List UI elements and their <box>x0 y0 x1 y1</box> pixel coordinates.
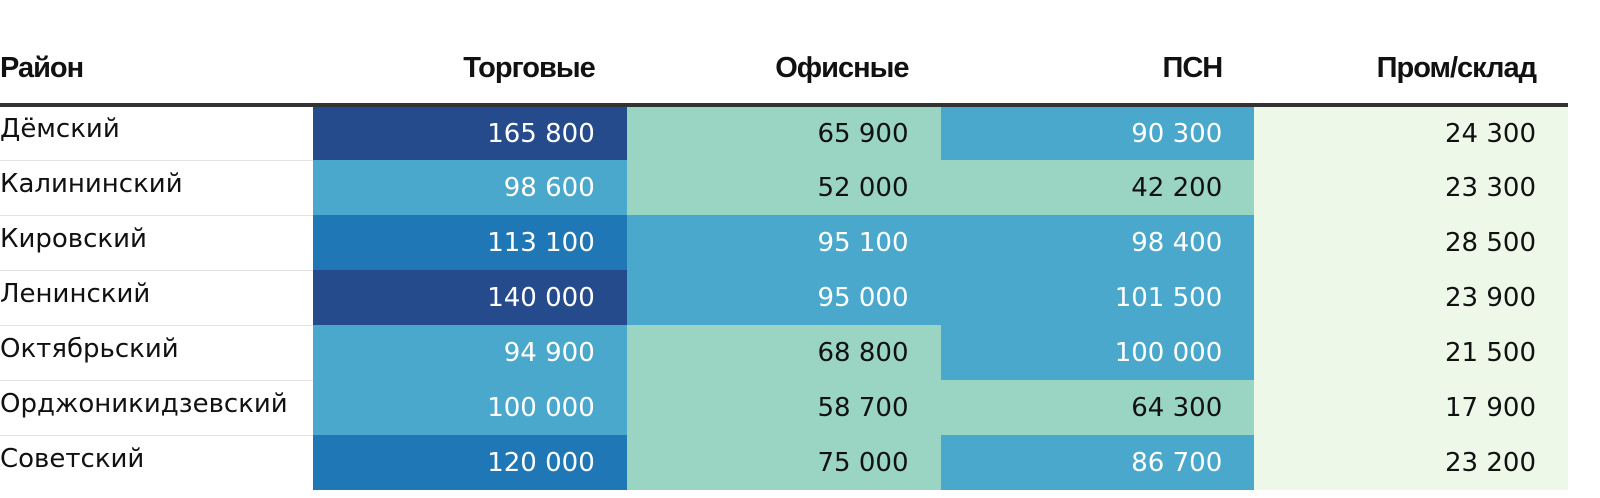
table-row: Дёмский 165 800 65 900 90 300 24 300 <box>0 105 1568 161</box>
value-cell-retail: 94 900 <box>313 325 627 380</box>
value-cell-psn: 100 000 <box>940 325 1255 380</box>
value-cell-retail: 113 100 <box>313 215 627 270</box>
district-name: Калининский <box>0 160 313 216</box>
value-cell-psn: 64 300 <box>940 380 1255 435</box>
value-cell-psn: 98 400 <box>940 215 1255 270</box>
value-cell-office: 65 900 <box>626 105 941 160</box>
column-header-retail: Торговые <box>313 0 627 107</box>
table-row: Октябрьский 94 900 68 800 100 000 21 500 <box>0 325 1568 381</box>
value-cell-retail: 165 800 <box>313 105 627 160</box>
table-row: Орджоникидзевский 100 000 58 700 64 300 17 9… <box>0 380 1568 436</box>
value-cell-industrial: 23 200 <box>1254 435 1568 490</box>
value-cell-psn: 86 700 <box>940 435 1255 490</box>
value-cell-retail: 120 000 <box>313 435 627 490</box>
table-row: Калининский 98 600 52 000 42 200 23 300 <box>0 160 1568 216</box>
column-header-psn: ПСН <box>940 0 1255 107</box>
value-cell-industrial: 17 900 <box>1254 380 1568 435</box>
column-header-office: Офисные <box>626 0 941 107</box>
table-row: Кировский 113 100 95 100 98 400 28 500 <box>0 215 1568 271</box>
district-name: Советский <box>0 443 145 474</box>
table-row: Ленинский 140 000 95 000 101 500 23 900 <box>0 270 1568 326</box>
header-row: Район Торговые Офисные ПСН Пром/склад <box>0 0 1568 107</box>
column-header-industrial: Пром/склад <box>1254 0 1568 107</box>
value-cell-office: 52 000 <box>626 160 941 215</box>
district-name: Кировский <box>0 215 313 271</box>
value-cell-office: 95 000 <box>626 270 941 325</box>
district-name: Орджоникидзевский <box>0 380 313 436</box>
value-cell-retail: 100 000 <box>313 380 627 435</box>
value-cell-psn: 101 500 <box>940 270 1255 325</box>
value-cell-office: 95 100 <box>626 215 941 270</box>
value-cell-retail: 98 600 <box>313 160 627 215</box>
value-cell-industrial: 23 900 <box>1254 270 1568 325</box>
heatmap-table: Район Торговые Офисные ПСН Пром/склад Дё… <box>0 0 1568 490</box>
value-cell-industrial: 23 300 <box>1254 160 1568 215</box>
value-cell-office: 75 000 <box>626 435 941 490</box>
value-cell-retail: 140 000 <box>313 270 627 325</box>
value-cell-industrial: 24 300 <box>1254 105 1568 160</box>
table-row: Советский 120 000 75 000 86 700 23 200 <box>0 435 1568 490</box>
district-name: Ленинский <box>0 270 313 326</box>
value-cell-office: 58 700 <box>626 380 941 435</box>
value-cell-psn: 90 300 <box>940 105 1255 160</box>
value-cell-industrial: 21 500 <box>1254 325 1568 380</box>
column-header-district: Район <box>0 0 313 107</box>
value-cell-industrial: 28 500 <box>1254 215 1568 270</box>
district-name: Дёмский <box>0 105 313 161</box>
table-body: Дёмский 165 800 65 900 90 300 24 300 Калининс… <box>0 105 1568 490</box>
district-name: Октябрьский <box>0 325 313 381</box>
value-cell-office: 68 800 <box>626 325 941 380</box>
value-cell-psn: 42 200 <box>940 160 1255 215</box>
